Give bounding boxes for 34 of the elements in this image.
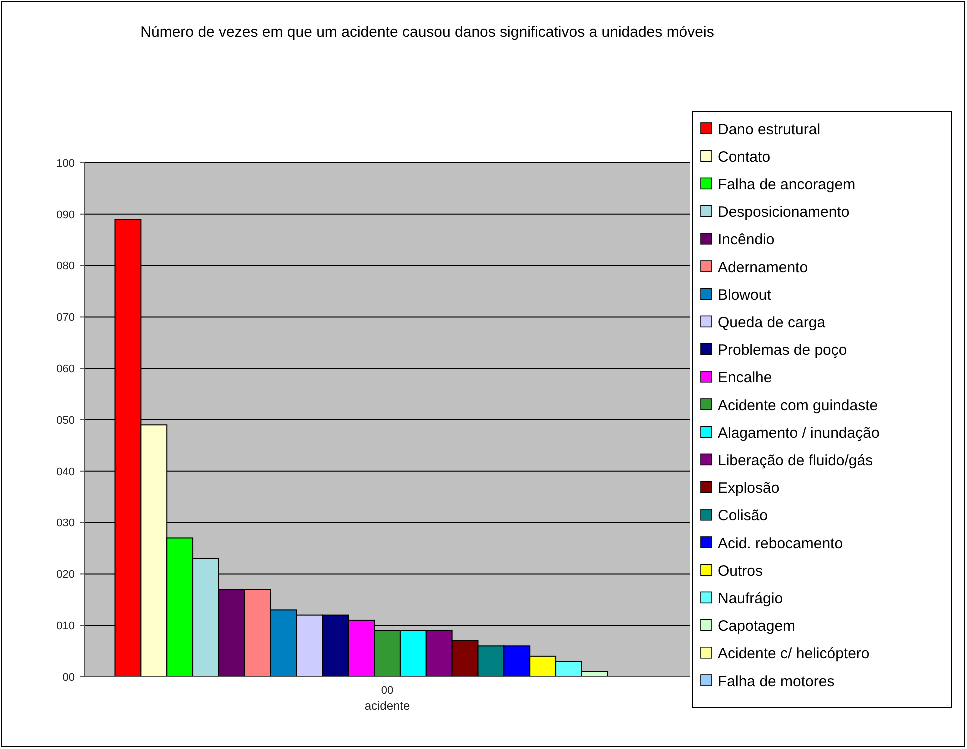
y-tick-label: 010 [56,620,75,632]
legend-label: Outros [718,562,764,580]
legend-label: Desposicionamento [718,204,850,222]
legend-label: Encalhe [718,370,772,387]
y-tick-label: 050 [56,414,75,427]
y-tick-label: 040 [56,466,75,478]
legend-label: Problemas de poço [718,342,848,360]
legend-label: Acid. rebocamento [718,535,844,552]
legend-label: Dano estrutural [718,121,821,138]
y-tick-label: 080 [56,260,75,273]
y-tick-label: 060 [56,363,75,376]
legend-label: Colisão [718,508,768,525]
legend-label: Incêndio [718,232,775,249]
y-tick-label: 070 [56,312,75,324]
legend-label: Alagamento / inundação [718,424,880,442]
legend-label: Acidente c/ helicóptero [718,646,870,663]
legend-label: Liberação de fluido/gás [718,452,874,470]
y-tick-label: 030 [56,518,75,530]
chart-title: Número de vezes em que um acidente causou danos significativos a unidades móveis [140,24,714,41]
legend-label: Contato [718,148,771,166]
legend-label: Explosão [718,480,780,498]
legend-label: Acidente com guindaste [718,397,878,414]
legend-label: Capotagem [718,618,796,636]
legend-label: Blowout [718,286,772,304]
legend-label: Naufrágio [718,590,784,608]
y-tick-label: 00 [62,672,75,684]
legend-label: Queda de carga [718,314,826,332]
legend-label: Adernamento [718,259,808,276]
legend-label: Falha de ancoragem [718,176,856,194]
x-axis-title: acidente [364,699,411,713]
y-tick-label: 100 [56,158,75,170]
y-tick-label: 020 [56,569,75,582]
y-tick-label: 090 [56,209,75,222]
legend-label: Falha de motores [718,673,835,690]
